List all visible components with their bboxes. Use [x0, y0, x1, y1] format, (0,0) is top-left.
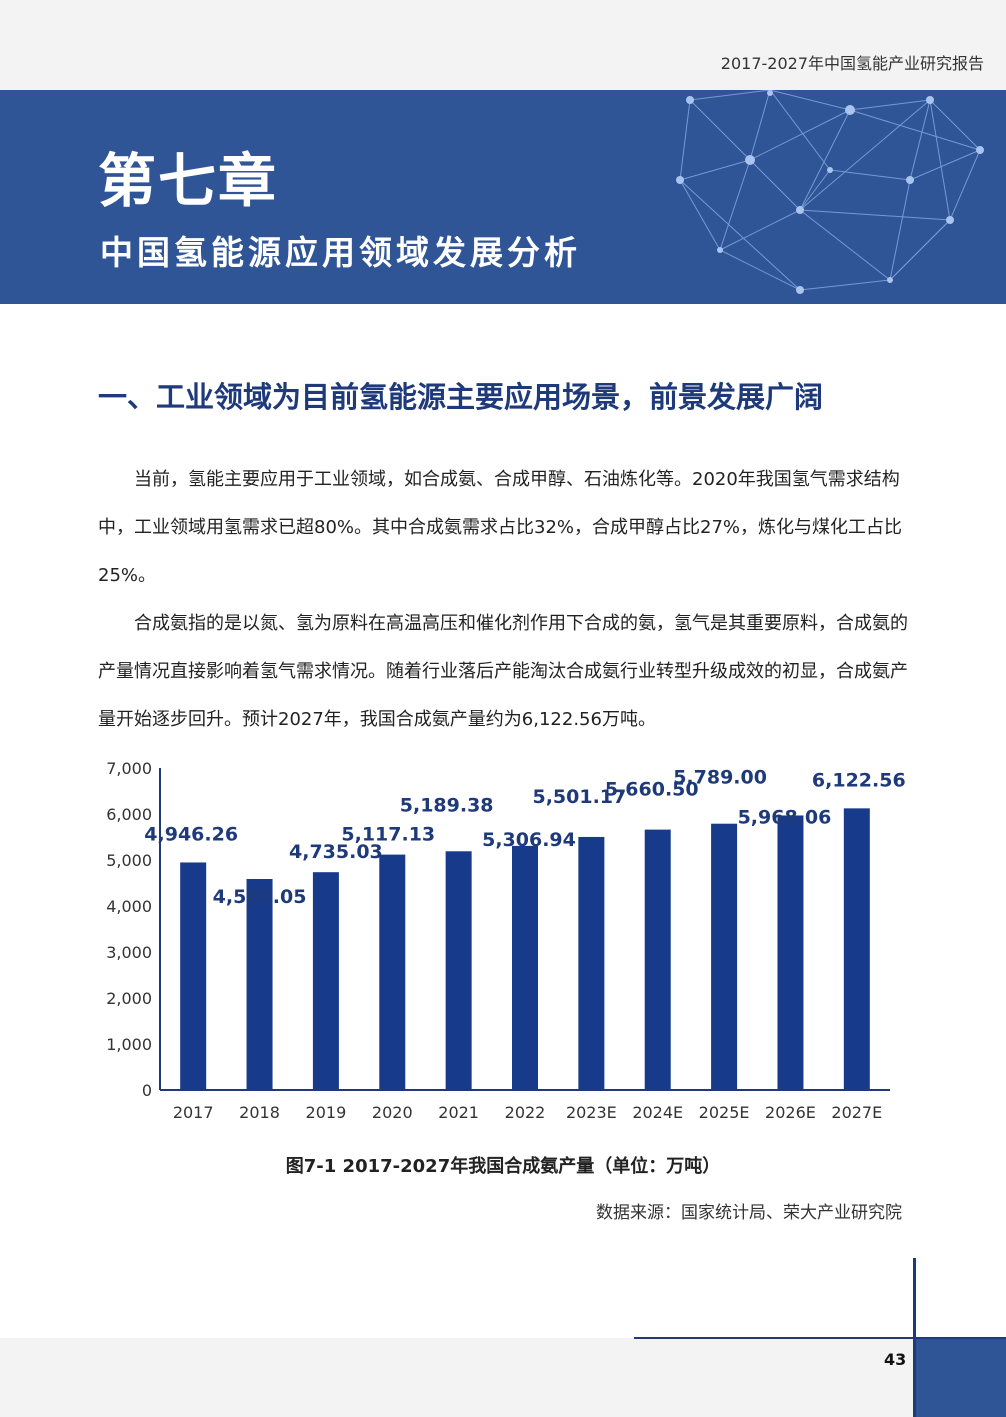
bar-2024E [644, 829, 671, 1090]
bar-2021 [445, 851, 472, 1090]
paragraph-2: 合成氨指的是以氮、氢为原料在高温高压和催化剂作用下合成的氨，氢气是其重要原料，合… [98, 613, 908, 730]
report-title: 2017-2027年中国氢能产业研究报告 [720, 54, 984, 73]
bar-2018 [246, 878, 273, 1090]
data-label-2022: 5,306.94 [482, 829, 576, 851]
paragraph-1: 当前，氢能主要应用于工业领域，如合成氨、合成甲醇、石油炼化等。2020年我国氢气… [98, 469, 903, 586]
bar-2026E [777, 815, 804, 1090]
data-label-2024E: 5,660.50 [605, 779, 699, 801]
x-tick-label: 2025E [699, 1103, 750, 1122]
top-strip [0, 0, 1006, 90]
data-label-2025E: 5,789.00 [673, 767, 767, 789]
data-label-2018: 4,587.05 [213, 886, 307, 908]
bottom-strip [0, 1338, 1006, 1417]
y-tick-label: 5,000 [106, 851, 152, 870]
data-label-2017: 4,946.26 [144, 823, 238, 845]
x-tick-label: 2020 [372, 1103, 413, 1122]
page-number: 43 [884, 1350, 907, 1369]
data-label-2026E: 5,968.06 [738, 806, 832, 828]
data-label-2027E: 6,122.56 [812, 769, 906, 791]
y-tick-label: 4,000 [106, 897, 152, 916]
bar-2019 [312, 872, 339, 1090]
data-label-2020: 5,117.13 [341, 824, 435, 846]
x-tick-label: 2023E [566, 1103, 617, 1122]
y-tick-label: 1,000 [106, 1035, 152, 1054]
data-label-2019: 4,735.03 [289, 841, 383, 863]
y-tick-label: 0 [142, 1081, 152, 1100]
bar-2025E [711, 823, 738, 1090]
x-tick-label: 2019 [306, 1103, 347, 1122]
data-source: 数据来源：国家统计局、荣大产业研究院 [596, 1203, 902, 1223]
bar-2027E [843, 808, 870, 1090]
x-tick-label: 2021 [438, 1103, 479, 1122]
network-globe-graphic [676, 90, 984, 294]
x-tick-label: 2026E [765, 1103, 816, 1122]
y-tick-label: 6,000 [106, 805, 152, 824]
bar-2023E [578, 836, 605, 1090]
x-tick-label: 2022 [505, 1103, 546, 1122]
bar-2017 [180, 862, 207, 1090]
y-tick-label: 7,000 [106, 759, 152, 778]
footer-horizontal-line [634, 1337, 1006, 1339]
production-bar-chart: 0 1,000 2,000 3,000 4,000 5,000 6,000 7,000 2017… [106, 759, 906, 1122]
page-corner-block [915, 1338, 1006, 1417]
y-tick-label: 3,000 [106, 943, 152, 962]
x-tick-label: 2017 [173, 1103, 214, 1122]
figure-caption: 图7-1 2017-2027年我国合成氨产量（单位：万吨） [285, 1156, 721, 1177]
bar-2022 [512, 845, 538, 1090]
chapter-number: 第七章 [98, 147, 279, 215]
section-heading: 一、工业领域为目前氢能源主要应用场景，前景发展广阔 [98, 380, 824, 414]
x-tick-label: 2018 [239, 1103, 280, 1122]
x-tick-label: 2024E [632, 1103, 683, 1122]
data-label-2023E: 5,501.17 [532, 786, 626, 808]
bar-2020 [379, 854, 406, 1090]
y-tick-label: 2,000 [106, 989, 152, 1008]
data-label-2021: 5,189.38 [400, 794, 494, 816]
chapter-title: 中国氢能源应用领域发展分析 [100, 233, 581, 272]
chapter-banner: 第七章 中国氢能源应用领域发展分析 [0, 90, 1006, 304]
x-tick-label: 2027E [831, 1103, 882, 1122]
